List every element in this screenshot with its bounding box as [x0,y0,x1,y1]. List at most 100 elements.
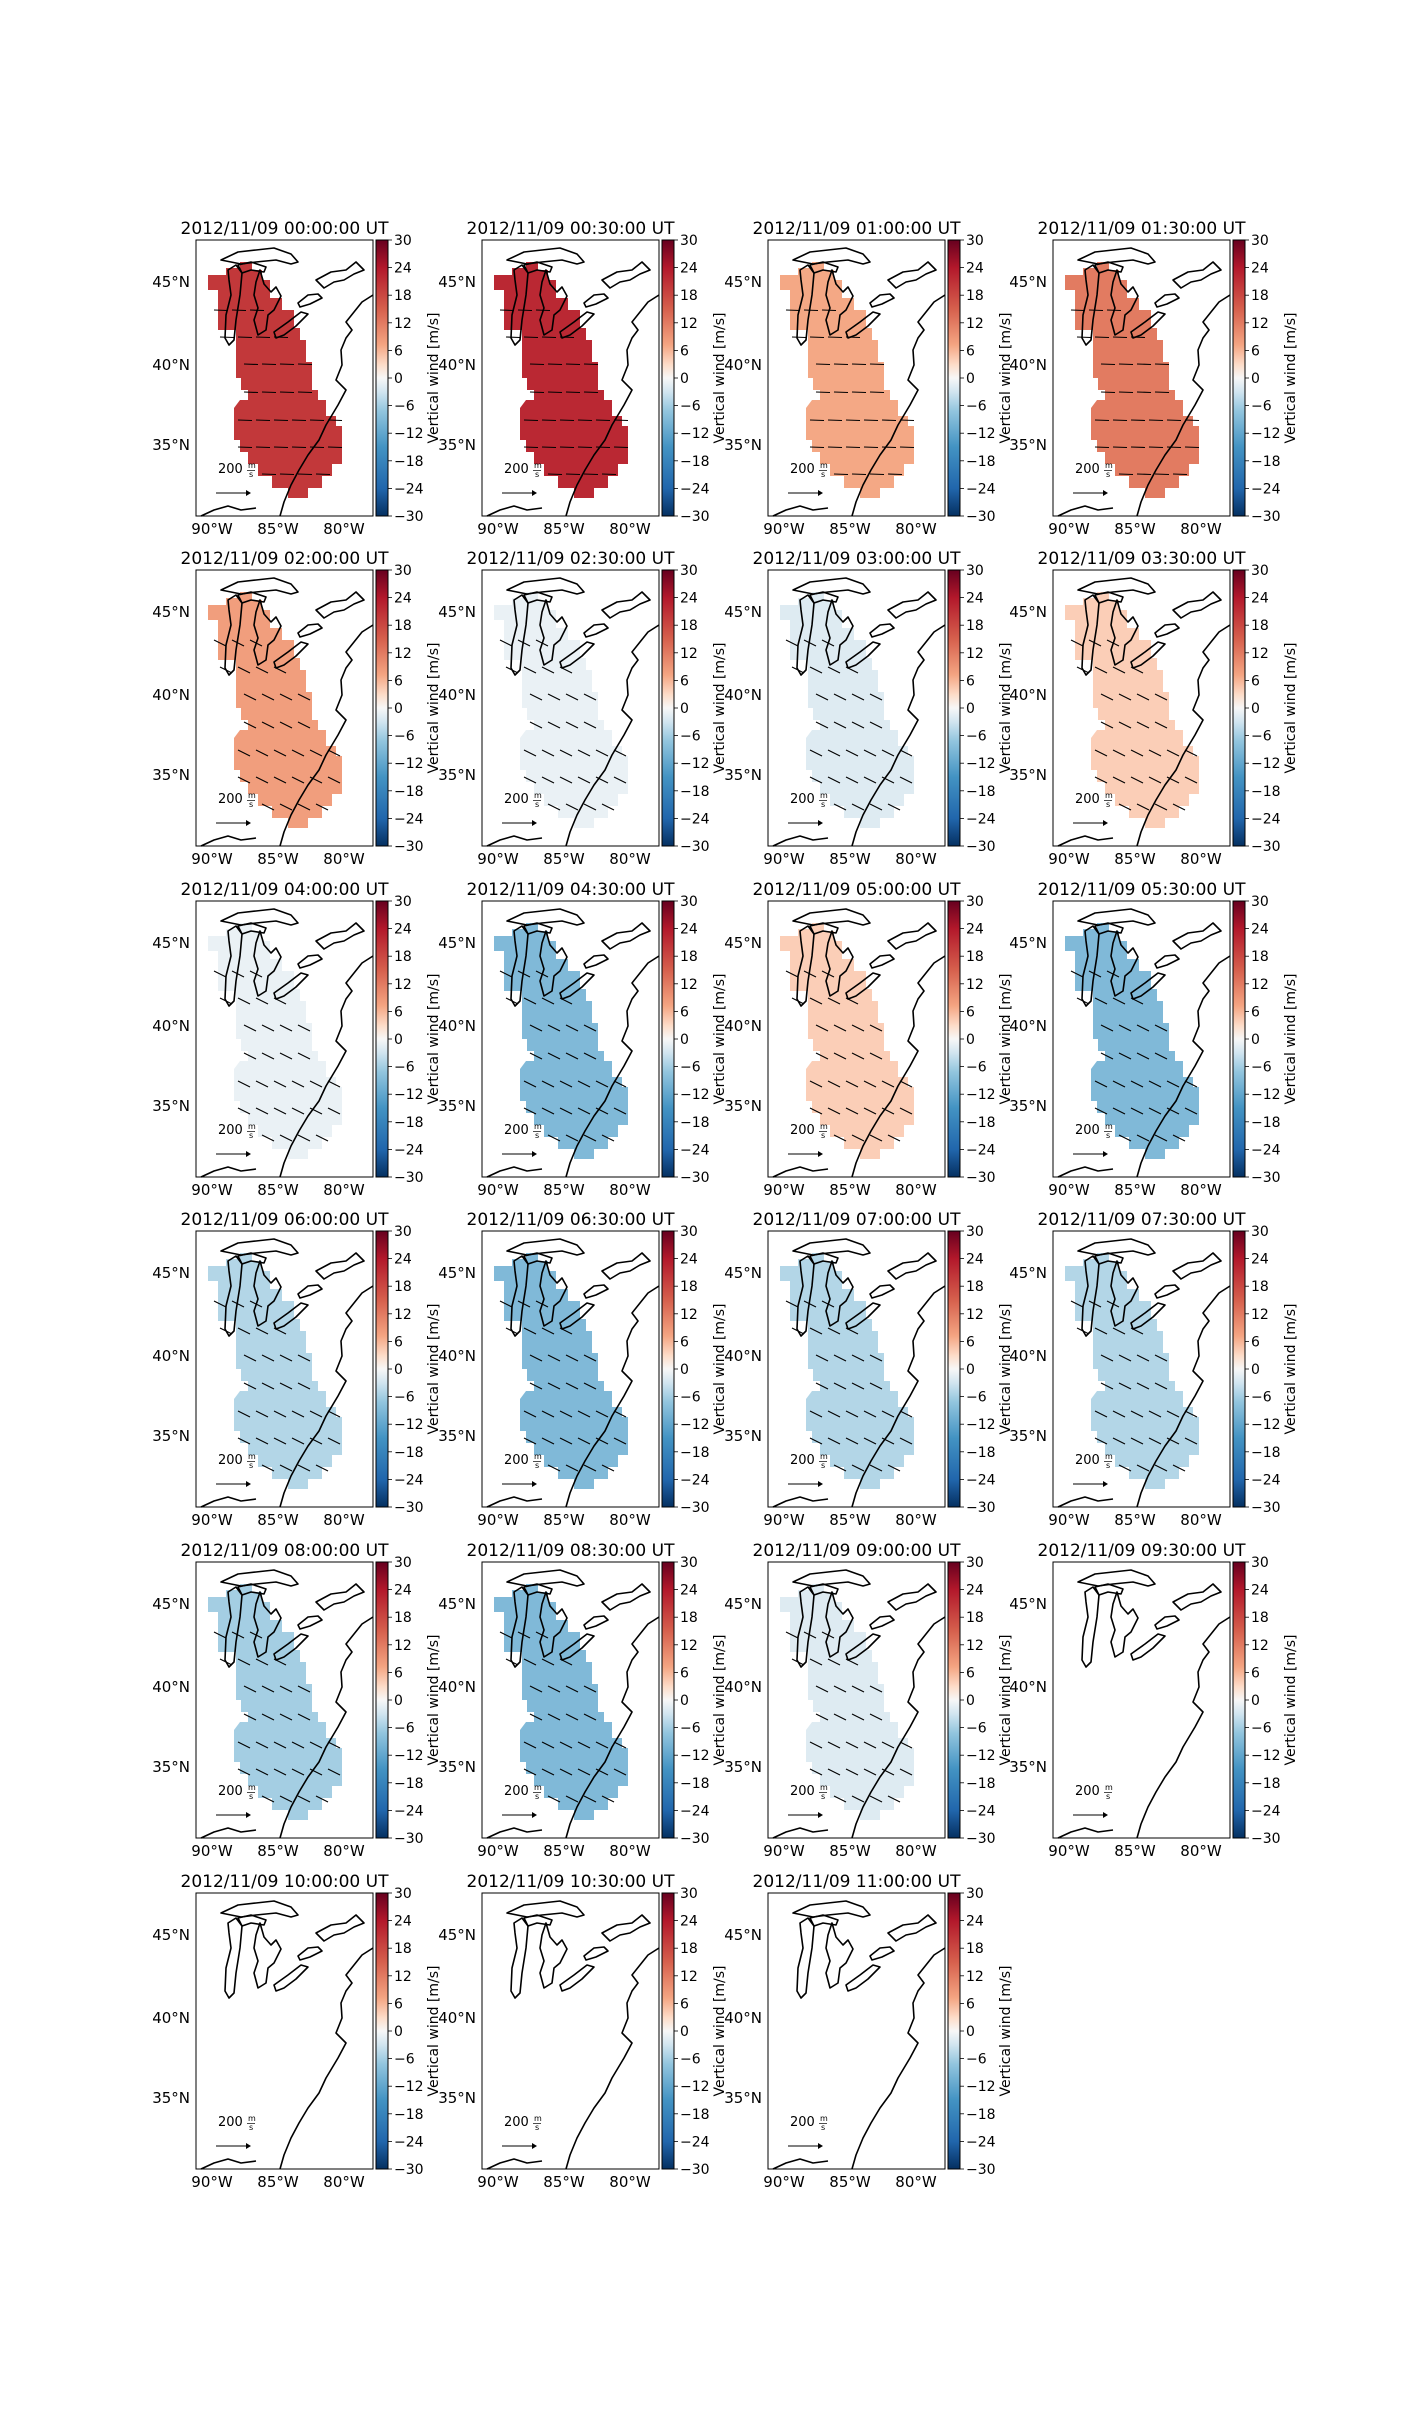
wind-arrow [297,721,311,729]
wind-arrow [1148,1080,1162,1088]
longitude-label: 85°W [257,1181,299,1199]
wind-arrow [827,1410,841,1418]
wind-arrow [1094,336,1110,339]
colorbar-tick-label: −24 [394,1142,424,1158]
latitude-label: 35°N [724,766,762,784]
wind-arrow [595,776,609,784]
scale-unit-denominator: s [821,1131,825,1140]
colorbar-label: Vertical wind [m/s] [712,313,728,444]
colorbar-tick-label: 30 [394,1555,412,1571]
wind-arrow [881,1080,895,1088]
wind-arrow [309,1107,323,1115]
colorbar: 30 24 18 12 6 0 −6 −12 −18 −24 −30 Vertical wind [m… [375,1224,442,1516]
longitude-label: 90°W [191,1181,233,1199]
latitude-label: 45°N [152,934,190,952]
wind-arrow [547,1052,561,1060]
wind-arrow [1148,446,1164,449]
wind-arrow [541,1107,555,1115]
scale-unit-denominator: s [535,1131,539,1140]
scale-unit-numerator: m [248,1783,256,1792]
wind-arrow [583,1052,597,1060]
latitude-label: 40°N [438,1678,476,1696]
wind-arrow [1094,1080,1108,1088]
colorbar-tick-label: 6 [680,1665,689,1681]
longitude-label: 85°W [543,1511,585,1529]
colorbar-tick-label: 6 [680,1004,689,1020]
scale-value: 200 [218,1453,243,1468]
wind-vectors [1070,970,1198,1142]
wind-arrow [595,1437,609,1445]
wind-arrow [1172,1134,1186,1142]
wind-arrow [809,997,823,1005]
colorbar-tick-label: 0 [966,1032,975,1048]
wind-arrow [297,803,311,811]
wind-arrow [851,473,867,476]
wind-arrow [243,721,257,729]
wind-arrow [1136,803,1150,811]
wind-arrow [279,693,293,701]
wind-arrow [529,363,545,366]
wind-vectors [1070,309,1200,476]
wind-arrow [273,336,289,339]
colorbar: 30 24 18 12 6 0 −6 −12 −18 −24 −30 Vertical wind [m… [661,894,728,1186]
colorbar-tick-label: 30 [966,1555,984,1571]
colorbar-tick-label: 30 [966,1886,984,1902]
wind-arrow [249,639,263,647]
map-panel: 2012/11/09 10:30:00 UT 200 ms 45°N 40°N 35°N 9… [438,1872,728,2191]
coastlines [200,247,374,517]
colorbar-tick-label: −24 [394,1472,424,1488]
colorbar-tick-label: 0 [680,371,689,387]
wind-arrow [613,776,627,784]
coastlines [772,577,946,847]
wind-arrow [565,391,581,394]
scale-value: 200 [790,1123,815,1138]
colorbar-tick-label: 6 [394,1665,403,1681]
wind-arrow [1172,473,1188,476]
wind-arrow [1112,419,1128,422]
wind-arrow [255,666,269,674]
longitude-label: 85°W [829,1511,871,1529]
scale-unit-numerator: m [820,461,828,470]
vertical-wind-field [780,1253,914,1489]
wind-arrow [309,1080,323,1088]
colorbar: 30 24 18 12 6 0 −6 −12 −18 −24 −30 Vertical wind [m… [947,894,1014,1186]
wind-arrow [273,749,287,757]
colorbar-tick-label: 18 [394,618,412,634]
latitude-label: 40°N [1009,1347,1047,1365]
wind-arrow [815,693,829,701]
wind-arrow [279,1795,293,1803]
wind-arrow [833,1382,847,1390]
latitude-label: 40°N [724,356,762,374]
vertical-wind-field [780,262,914,498]
wind-arrow [523,1410,537,1418]
colorbar-tick-label: 24 [1251,1252,1269,1268]
wind-arrow [565,803,579,811]
latitude-label: 40°N [152,1678,190,1696]
wind-arrow [243,1052,257,1060]
colorbar-label: Vertical wind [m/s] [1283,313,1299,444]
longitude-label: 80°W [609,1511,651,1529]
wind-arrow [1100,1354,1114,1362]
colorbar-scale [661,569,675,847]
wind-arrow [1070,1300,1084,1308]
wind-arrow [565,1134,579,1142]
map-panel: 2012/11/09 08:30:00 UT 200 ms 45°N 40°N 35°N 9… [438,1541,728,1860]
colorbar-tick-label: 0 [1251,701,1260,717]
map-panel: 2012/11/09 02:00:00 UT 200 ms 45°N 40°N 35°N 9… [152,549,442,868]
wind-arrow [785,639,799,647]
wind-arrow [881,1107,895,1115]
panel-title: 2012/11/09 03:00:00 UT [753,549,962,569]
colorbar-scale [947,900,961,1178]
colorbar-tick-label: −24 [966,1142,996,1158]
wind-arrow [541,666,555,674]
colorbar-tick-label: 18 [394,1279,412,1295]
wind-arrow [785,1300,799,1308]
wind-arrow [213,639,227,647]
wind-arrow [577,1741,591,1749]
wind-arrow [1148,776,1162,784]
scale-unit-denominator: s [249,2123,253,2132]
colorbar-tick-label: 30 [1251,233,1269,249]
scale-unit-denominator: s [535,1792,539,1801]
wind-arrow [1118,803,1132,811]
longitude-label: 85°W [1114,1842,1156,1860]
